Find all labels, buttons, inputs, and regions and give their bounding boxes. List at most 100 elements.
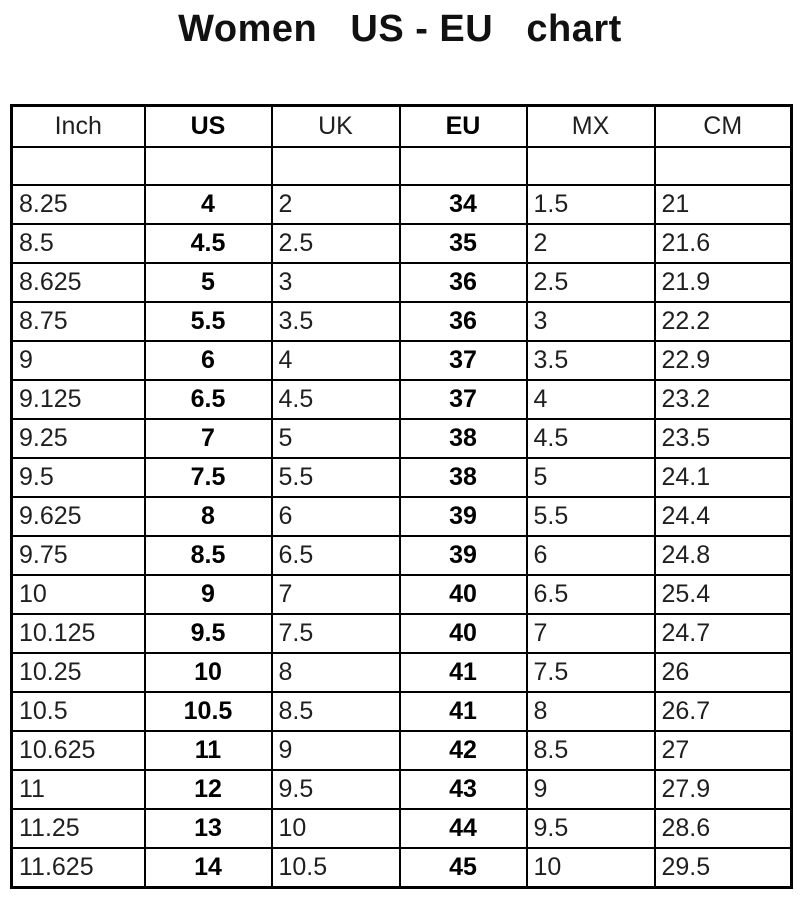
- table-cell: 45: [398, 847, 528, 889]
- table-cell: 24.7: [653, 613, 793, 654]
- table-cell: 22.9: [653, 340, 793, 381]
- table-cell: 8: [143, 496, 273, 537]
- table-cell: 10.25: [10, 652, 146, 693]
- table-cell: 7.5: [143, 457, 273, 498]
- table-cell: 8.5: [10, 223, 146, 264]
- table-cell: 5: [525, 457, 656, 498]
- table-cell: 38: [398, 457, 528, 498]
- table-cell: 10: [143, 652, 273, 693]
- table-cell: 9.5: [143, 613, 273, 654]
- table-cell: 35: [398, 223, 528, 264]
- table-cell: 8.5: [270, 691, 401, 732]
- table-row: 11.25 13 10 44 9.5 28.6: [10, 808, 793, 849]
- table-cell: 2: [525, 223, 656, 264]
- table-cell: 21.6: [653, 223, 793, 264]
- table-cell: 4: [525, 379, 656, 420]
- table-cell: 7: [270, 574, 401, 615]
- table-cell: 8: [525, 691, 656, 732]
- table-row: 9 6 4 37 3.5 22.9: [10, 340, 793, 381]
- table-row: 9.625 8 6 39 5.5 24.4: [10, 496, 793, 537]
- table-cell: 10: [270, 808, 401, 849]
- table-cell: 34: [398, 184, 528, 225]
- table-row: 11 12 9.5 43 9 27.9: [10, 769, 793, 810]
- column-header-mx: MX: [525, 104, 656, 148]
- table-cell: 6: [525, 535, 656, 576]
- table-cell: 39: [398, 535, 528, 576]
- table-row: 10 9 7 40 6.5 25.4: [10, 574, 793, 615]
- table-cell: 8.625: [10, 262, 146, 303]
- table-cell: 9: [143, 574, 273, 615]
- table-cell: 42: [398, 730, 528, 771]
- table-cell: 3: [525, 301, 656, 342]
- table-cell: 25.4: [653, 574, 793, 615]
- table-cell: 27: [653, 730, 793, 771]
- table-cell: 10.125: [10, 613, 146, 654]
- table-row: 10.5 10.5 8.5 41 8 26.7: [10, 691, 793, 732]
- column-header-inch: Inch: [10, 104, 146, 148]
- table-cell: 6.5: [270, 535, 401, 576]
- table-cell: 7: [525, 613, 656, 654]
- table-cell: 2.5: [525, 262, 656, 303]
- table-cell: 28.6: [653, 808, 793, 849]
- table-cell: 22.2: [653, 301, 793, 342]
- column-header-eu: EU: [398, 104, 528, 148]
- size-chart-table: Inch US UK EU MX CM 8.25 4 2 34 1.5 21 8.5 4.5 2…: [10, 104, 793, 889]
- table-row: 10.125 9.5 7.5 40 7 24.7: [10, 613, 793, 654]
- table-cell: 2.5: [270, 223, 401, 264]
- table-cell: 7.5: [525, 652, 656, 693]
- table-row: 10.25 10 8 41 7.5 26: [10, 652, 793, 693]
- table-cell: 13: [143, 808, 273, 849]
- table-cell: 39: [398, 496, 528, 537]
- table-cell: 9: [525, 769, 656, 810]
- spacer-cell: [10, 146, 146, 186]
- table-cell: 9.625: [10, 496, 146, 537]
- table-cell: 4.5: [270, 379, 401, 420]
- table-cell: 6: [270, 496, 401, 537]
- table-row: 9.75 8.5 6.5 39 6 24.8: [10, 535, 793, 576]
- header-row: Inch US UK EU MX CM: [10, 104, 793, 148]
- column-header-uk: UK: [270, 104, 401, 148]
- spacer-cell: [143, 146, 273, 186]
- table-cell: 5.5: [143, 301, 273, 342]
- table-cell: 23.2: [653, 379, 793, 420]
- table-row: 11.625 14 10.5 45 10 29.5: [10, 847, 793, 889]
- table-cell: 24.4: [653, 496, 793, 537]
- table-cell: 11.625: [10, 847, 146, 889]
- spacer-cell: [270, 146, 401, 186]
- spacer-cell: [653, 146, 793, 186]
- table-cell: 2: [270, 184, 401, 225]
- table-cell: 23.5: [653, 418, 793, 459]
- table-cell: 4: [270, 340, 401, 381]
- table-cell: 10: [525, 847, 656, 889]
- table-cell: 9.75: [10, 535, 146, 576]
- table-cell: 3.5: [525, 340, 656, 381]
- table-cell: 8.75: [10, 301, 146, 342]
- table-cell: 5.5: [525, 496, 656, 537]
- table-cell: 10: [10, 574, 146, 615]
- table-cell: 11: [143, 730, 273, 771]
- table-cell: 41: [398, 652, 528, 693]
- page-title: Women US - EU chart: [178, 8, 622, 50]
- table-cell: 41: [398, 691, 528, 732]
- table-cell: 29.5: [653, 847, 793, 889]
- table-cell: 9.5: [270, 769, 401, 810]
- spacer-cell: [525, 146, 656, 186]
- table-row: 10.625 11 9 42 8.5 27: [10, 730, 793, 771]
- table-row: 8.75 5.5 3.5 36 3 22.2: [10, 301, 793, 342]
- table-cell: 21: [653, 184, 793, 225]
- table-cell: 26.7: [653, 691, 793, 732]
- table-cell: 4.5: [143, 223, 273, 264]
- table-cell: 9.25: [10, 418, 146, 459]
- column-header-cm: CM: [653, 104, 793, 148]
- column-header-us: US: [143, 104, 273, 148]
- table-body: 8.25 4 2 34 1.5 21 8.5 4.5 2.5 35 2 21.6 8.625 5 3 36 2.…: [10, 184, 793, 889]
- table-cell: 9.125: [10, 379, 146, 420]
- table-cell: 11: [10, 769, 146, 810]
- spacer-cell: [398, 146, 528, 186]
- table-cell: 3: [270, 262, 401, 303]
- table-cell: 27.9: [653, 769, 793, 810]
- spacer-row: [10, 146, 793, 186]
- table-cell: 36: [398, 262, 528, 303]
- table-cell: 9.5: [525, 808, 656, 849]
- table-cell: 6.5: [143, 379, 273, 420]
